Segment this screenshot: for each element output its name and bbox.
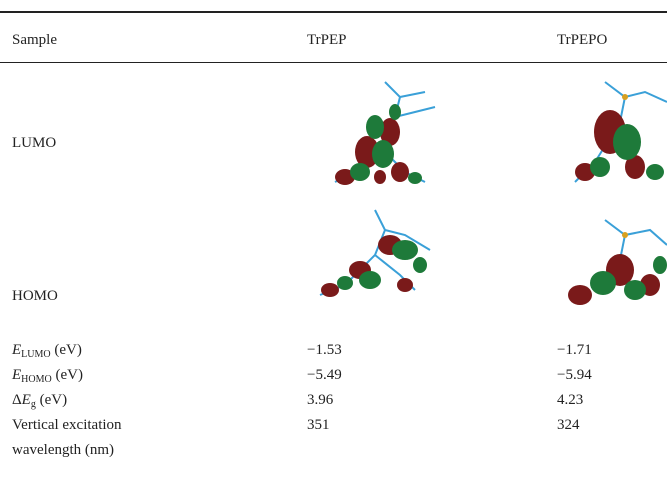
row-label: EHOMO (eV) <box>12 366 83 389</box>
row-label: HOMO <box>12 287 58 305</box>
cell-value: 351 <box>307 416 330 434</box>
cell-value: −1.71 <box>557 341 592 359</box>
lumo-orbital-trpepo <box>565 72 667 197</box>
label-unit: (eV) <box>52 367 83 383</box>
header-rule <box>0 62 667 63</box>
label-subscript: LUMO <box>21 349 50 360</box>
cell-value: 4.23 <box>557 391 583 409</box>
page: Sample TrPEP TrPEPO LUMO HOMO ELUMO (eV)… <box>0 0 667 479</box>
label-prefix: Δ <box>12 392 22 408</box>
cell-value: 3.96 <box>307 391 333 409</box>
cell-value: −1.53 <box>307 341 342 359</box>
lumo-orbital-trpep <box>305 72 455 197</box>
row-label: LUMO <box>12 134 56 152</box>
header-cell: Sample <box>12 31 57 49</box>
cell-value: −5.49 <box>307 366 342 384</box>
label-unit: (eV) <box>36 392 67 408</box>
label-symbol: E <box>12 342 21 358</box>
label-unit: (eV) <box>51 342 82 358</box>
row-label: ELUMO (eV) <box>12 341 82 364</box>
label-symbol: E <box>12 367 21 383</box>
row-label: wavelength (nm) <box>12 441 114 459</box>
row-label: Vertical excitation <box>12 416 122 434</box>
top-rule <box>0 11 667 13</box>
header-cell: TrPEP <box>307 31 346 49</box>
label-symbol: E <box>22 392 31 408</box>
cell-value: −5.94 <box>557 366 592 384</box>
cell-value: 324 <box>557 416 580 434</box>
homo-orbital-trpepo <box>565 205 667 315</box>
row-label: ΔEg (eV) <box>12 391 67 414</box>
label-subscript: HOMO <box>21 374 52 385</box>
header-cell: TrPEPO <box>557 31 607 49</box>
homo-orbital-trpep <box>305 205 455 315</box>
